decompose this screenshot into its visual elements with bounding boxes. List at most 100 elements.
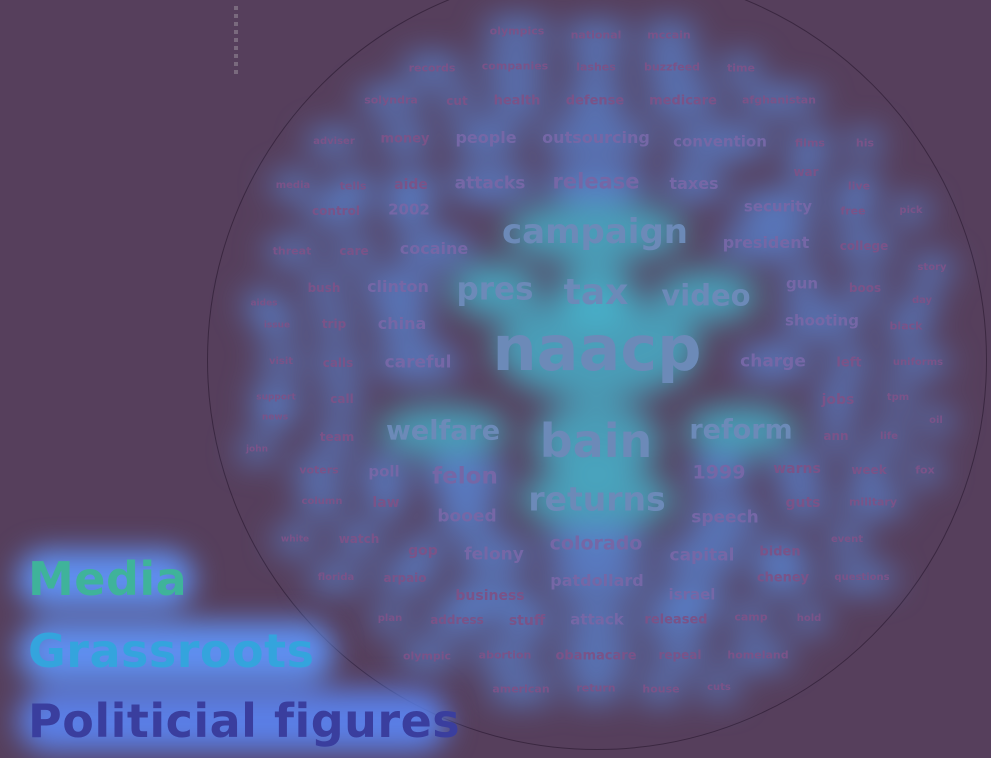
cloud-word[interactable]: solyndra bbox=[364, 93, 418, 107]
cloud-word[interactable]: visit bbox=[268, 356, 294, 367]
cloud-word[interactable]: tpm bbox=[886, 392, 910, 403]
cloud-word[interactable]: shooting bbox=[785, 311, 859, 330]
cloud-word[interactable]: column bbox=[301, 496, 343, 507]
cloud-word[interactable]: china bbox=[377, 314, 427, 333]
cloud-word[interactable]: taxes bbox=[669, 174, 719, 193]
cloud-word[interactable]: speech bbox=[691, 507, 759, 528]
cloud-word[interactable]: reform bbox=[689, 414, 793, 446]
cloud-word[interactable]: cut bbox=[446, 94, 468, 108]
drag-handle[interactable] bbox=[234, 6, 240, 78]
cloud-word[interactable]: story bbox=[917, 262, 947, 273]
cloud-word[interactable]: voters bbox=[299, 463, 339, 477]
cloud-word[interactable]: issue bbox=[263, 320, 291, 331]
cloud-word[interactable]: life bbox=[880, 431, 898, 442]
cloud-word[interactable]: gun bbox=[785, 274, 819, 293]
cloud-word[interactable]: abortion bbox=[478, 648, 532, 662]
cloud-word[interactable]: colorado bbox=[549, 532, 643, 555]
cloud-word[interactable]: threat bbox=[272, 244, 312, 258]
cloud-word[interactable]: media bbox=[275, 180, 311, 191]
cloud-word[interactable]: obamacare bbox=[555, 648, 637, 664]
cloud-word[interactable]: florida bbox=[317, 572, 355, 583]
cloud-word[interactable]: care bbox=[339, 244, 369, 258]
cloud-word[interactable]: medicare bbox=[649, 93, 717, 109]
cloud-word[interactable]: 2002 bbox=[388, 200, 430, 219]
cloud-word[interactable]: camp bbox=[734, 610, 768, 624]
cloud-word[interactable]: support bbox=[256, 392, 296, 403]
cloud-word[interactable]: american bbox=[492, 682, 550, 696]
cloud-word[interactable]: day bbox=[911, 295, 933, 306]
cloud-word[interactable]: attacks bbox=[454, 173, 526, 194]
cloud-word[interactable]: naacp bbox=[492, 312, 702, 385]
cloud-word[interactable]: repeal bbox=[658, 648, 702, 662]
cloud-word[interactable]: guts bbox=[785, 495, 821, 511]
cloud-word[interactable]: his bbox=[855, 136, 875, 150]
cloud-word[interactable]: security bbox=[743, 197, 813, 216]
cloud-word[interactable]: cuts bbox=[707, 682, 731, 693]
cloud-word[interactable]: homeland bbox=[727, 648, 789, 662]
cloud-word[interactable]: video bbox=[661, 278, 751, 313]
cloud-word[interactable]: israel bbox=[668, 585, 716, 604]
cloud-word[interactable]: address bbox=[430, 613, 484, 627]
cloud-word[interactable]: films bbox=[795, 136, 825, 150]
cloud-word[interactable]: returns bbox=[528, 479, 666, 519]
cloud-word[interactable]: uniforms bbox=[892, 357, 944, 368]
cloud-word[interactable]: booed bbox=[437, 506, 497, 527]
cloud-word[interactable]: jobs bbox=[821, 392, 855, 408]
cloud-word[interactable]: hold bbox=[796, 613, 822, 624]
cloud-word[interactable]: president bbox=[722, 233, 810, 252]
cloud-word[interactable]: trip bbox=[321, 317, 347, 331]
cloud-word[interactable]: call bbox=[330, 392, 354, 406]
cloud-word[interactable]: companies bbox=[481, 59, 549, 73]
cloud-word[interactable]: patdollard bbox=[550, 571, 644, 590]
cloud-word[interactable]: records bbox=[408, 61, 456, 75]
cloud-word[interactable]: white bbox=[280, 534, 310, 545]
cloud-word[interactable]: war bbox=[793, 165, 819, 179]
cloud-word[interactable]: national bbox=[570, 28, 622, 42]
cloud-word[interactable]: pres bbox=[456, 271, 534, 308]
cloud-word[interactable]: bush bbox=[307, 281, 341, 295]
cloud-word[interactable]: mccain bbox=[647, 28, 691, 42]
cloud-word[interactable]: cheney bbox=[756, 570, 810, 586]
cloud-word[interactable]: buzzfeed bbox=[643, 60, 701, 74]
cloud-word[interactable]: felony bbox=[464, 544, 524, 565]
cloud-word[interactable]: outsourcing bbox=[542, 128, 650, 147]
cloud-word[interactable]: aides bbox=[250, 298, 278, 309]
cloud-word[interactable]: lashes bbox=[576, 60, 616, 74]
cloud-word[interactable]: people bbox=[455, 128, 517, 147]
cloud-word[interactable]: poll bbox=[368, 462, 400, 481]
cloud-word[interactable]: return bbox=[576, 681, 616, 695]
cloud-word[interactable]: black bbox=[889, 319, 923, 333]
cloud-word[interactable]: bain bbox=[539, 414, 653, 468]
cloud-word[interactable]: afghanistan bbox=[742, 93, 816, 107]
cloud-word[interactable]: college bbox=[839, 239, 889, 253]
cloud-word[interactable]: time bbox=[727, 61, 755, 75]
cloud-word[interactable]: charge bbox=[740, 351, 806, 372]
cloud-word[interactable]: felon bbox=[432, 463, 498, 490]
cloud-word[interactable]: adviser bbox=[313, 136, 355, 147]
cloud-word[interactable]: business bbox=[455, 588, 525, 604]
cloud-word[interactable]: tells bbox=[339, 179, 367, 193]
legend-media[interactable]: Media bbox=[28, 552, 188, 606]
cloud-word[interactable]: military bbox=[848, 495, 898, 509]
cloud-word[interactable]: release bbox=[552, 169, 640, 194]
cloud-word[interactable]: watch bbox=[338, 532, 380, 546]
cloud-word[interactable]: week bbox=[851, 463, 887, 477]
cloud-word[interactable]: fox bbox=[915, 463, 935, 477]
cloud-word[interactable]: money bbox=[380, 131, 430, 147]
cloud-word[interactable]: attack bbox=[570, 610, 624, 629]
cloud-word[interactable]: questions bbox=[834, 572, 890, 583]
cloud-word[interactable]: clinton bbox=[367, 277, 429, 296]
cloud-word[interactable]: ann bbox=[823, 429, 849, 443]
cloud-word[interactable]: pick bbox=[899, 205, 923, 216]
cloud-word[interactable]: control bbox=[312, 204, 360, 218]
cloud-word[interactable]: team bbox=[319, 430, 355, 444]
cloud-word[interactable]: free bbox=[840, 204, 866, 218]
cloud-word[interactable]: calls bbox=[322, 356, 354, 370]
cloud-word[interactable]: welfare bbox=[385, 415, 501, 447]
cloud-word[interactable]: stuff bbox=[508, 613, 546, 629]
cloud-word[interactable]: news bbox=[261, 412, 289, 423]
cloud-word[interactable]: olympics bbox=[489, 24, 545, 38]
cloud-word[interactable]: defense bbox=[565, 93, 625, 109]
cloud-word[interactable]: cocaine bbox=[399, 239, 469, 258]
cloud-word[interactable]: gop bbox=[408, 543, 438, 559]
